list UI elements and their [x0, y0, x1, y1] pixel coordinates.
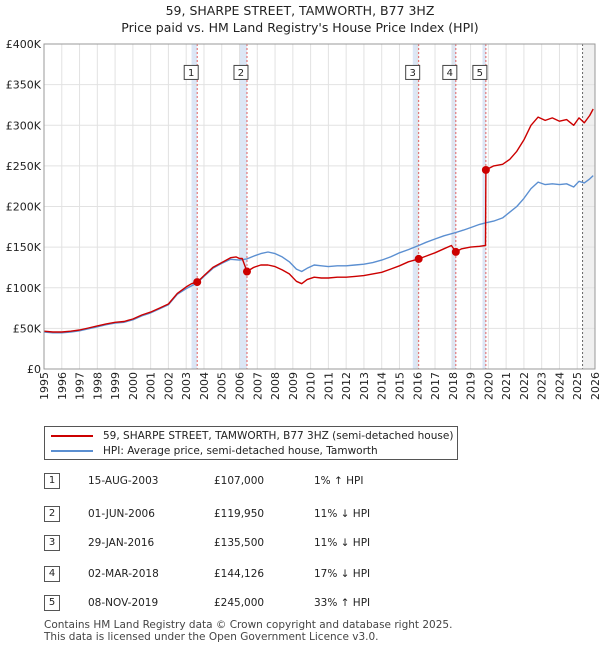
- table-row: 4 02-MAR-2018 £144,126 17% ↓ HPI: [44, 565, 444, 583]
- x-tick-label: 2019: [465, 372, 478, 400]
- y-tick-label: £300K: [6, 119, 42, 132]
- sale-marker-label: 4: [447, 68, 453, 79]
- y-tick-label: £250K: [6, 160, 42, 173]
- sale-point: [481, 165, 490, 174]
- y-tick-label: £350K: [6, 79, 42, 92]
- sale-number-badge: 2: [44, 506, 60, 522]
- y-tick-label: £150K: [6, 241, 42, 254]
- price-chart: £0 £50K £100K £150K £200K £250K £300K £350K £400…: [6, 38, 600, 400]
- x-tick-label: 1998: [91, 372, 104, 400]
- sale-date: 08-NOV-2019: [88, 597, 159, 609]
- sale-marker-label: 2: [238, 68, 244, 79]
- footer-line-2: This data is licensed under the Open Gov…: [44, 631, 379, 643]
- x-tick-label: 1995: [38, 372, 51, 400]
- chart-subtitle-text: Price paid vs. HM Land Registry's House …: [121, 20, 479, 35]
- x-tick-label: 2016: [411, 372, 424, 400]
- sale-number-badge: 4: [44, 566, 60, 582]
- attribution-footer: Contains HM Land Registry data © Crown c…: [44, 619, 452, 643]
- x-tick-label: 2018: [447, 372, 460, 400]
- sale-marker-box: [405, 64, 421, 80]
- x-tick-label: 2013: [358, 372, 371, 400]
- sale-marker-box: [233, 64, 249, 80]
- table-row: 1 15-AUG-2003 £107,000 1% ↑ HPI: [44, 472, 444, 490]
- x-tick-label: 2017: [429, 372, 442, 400]
- sale-date: 15-AUG-2003: [88, 475, 159, 487]
- x-tick-label: 2006: [234, 372, 247, 400]
- sale-number-badge: 3: [44, 535, 60, 551]
- y-tick-label: £100K: [6, 282, 42, 295]
- x-tick-label: 2007: [251, 372, 264, 400]
- sale-price: £135,500: [214, 537, 265, 549]
- x-tick-label: 2020: [482, 372, 495, 400]
- sale-hpi-change: 33% ↑ HPI: [314, 597, 371, 609]
- sale-date: 02-MAR-2018: [88, 568, 159, 580]
- sale-hpi-change: 1% ↑ HPI: [314, 475, 364, 487]
- table-row: 2 01-JUN-2006 £119,950 11% ↓ HPI: [44, 505, 444, 523]
- legend-label-hpi: HPI: Average price, semi-detached house,…: [103, 445, 378, 457]
- chart-legend: 59, SHARPE STREET, TAMWORTH, B77 3HZ (se…: [44, 426, 458, 460]
- x-tick-label: 2012: [340, 372, 353, 400]
- x-tick-label: 2021: [500, 372, 513, 400]
- x-tick-label: 2002: [162, 372, 175, 400]
- legend-label-property: 59, SHARPE STREET, TAMWORTH, B77 3HZ (se…: [103, 430, 454, 442]
- x-tick-label: 2015: [393, 372, 406, 400]
- legend-swatch-property: [51, 435, 93, 437]
- plot-frame: [43, 43, 596, 370]
- sale-number-badge: 5: [44, 595, 60, 611]
- x-tick-label: 1996: [56, 372, 69, 400]
- x-tick-label: 2010: [305, 372, 318, 400]
- sale-marker-box: [183, 64, 199, 80]
- sale-marker-label: 3: [409, 68, 415, 79]
- legend-item-property: 59, SHARPE STREET, TAMWORTH, B77 3HZ (se…: [51, 429, 453, 444]
- x-tick-label: 2022: [518, 372, 531, 400]
- sale-price: £144,126: [214, 568, 265, 580]
- x-tick-label: 2000: [127, 372, 140, 400]
- chart-title: 59, SHARPE STREET, TAMWORTH, B77 3HZ Pri…: [0, 2, 600, 36]
- sale-price: £245,000: [214, 597, 265, 609]
- sale-marker-box: [442, 64, 458, 80]
- x-tick-label: 2025: [571, 372, 584, 400]
- chart-title-text: 59, SHARPE STREET, TAMWORTH, B77 3HZ: [165, 3, 435, 18]
- sale-date: 29-JAN-2016: [88, 537, 155, 549]
- x-tick-label: 2024: [553, 372, 566, 400]
- legend-swatch-hpi: [51, 450, 93, 452]
- hpi-line: [43, 175, 594, 334]
- sale-point: [242, 267, 251, 276]
- table-row: 5 08-NOV-2019 £245,000 33% ↑ HPI: [44, 594, 444, 612]
- y-tick-label: £400K: [6, 38, 42, 51]
- sale-hpi-change: 11% ↓ HPI: [314, 508, 371, 520]
- x-tick-label: 2004: [198, 372, 211, 400]
- sale-marker-label: 1: [188, 68, 194, 79]
- x-tick-label: 2008: [269, 372, 282, 400]
- sale-point: [193, 278, 202, 287]
- x-tick-label: 2026: [589, 372, 600, 400]
- footer-line-1: Contains HM Land Registry data © Crown c…: [44, 619, 453, 631]
- x-tick-label: 2014: [376, 372, 389, 400]
- property-price-line: [43, 108, 594, 333]
- sale-number-badge: 1: [44, 473, 60, 489]
- x-tick-label: 2001: [145, 372, 158, 400]
- sale-point: [451, 247, 460, 256]
- sale-price: £107,000: [214, 475, 265, 487]
- sale-hpi-change: 11% ↓ HPI: [314, 537, 371, 549]
- sale-date: 01-JUN-2006: [88, 508, 155, 520]
- sale-point: [414, 254, 423, 263]
- sale-marker-box: [472, 64, 488, 80]
- x-tick-label: 1999: [109, 372, 122, 400]
- x-tick-label: 2003: [180, 372, 193, 400]
- y-tick-label: £200K: [6, 201, 42, 214]
- sale-hpi-change: 17% ↓ HPI: [314, 568, 371, 580]
- x-tick-label: 2009: [287, 372, 300, 400]
- x-tick-label: 2005: [216, 372, 229, 400]
- y-tick-label: £0: [27, 363, 41, 376]
- y-tick-label: £50K: [13, 322, 42, 335]
- sale-marker-label: 5: [477, 68, 483, 79]
- x-tick-label: 2023: [536, 372, 549, 400]
- table-row: 3 29-JAN-2016 £135,500 11% ↓ HPI: [44, 534, 444, 552]
- x-tick-label: 2011: [322, 372, 335, 400]
- x-tick-label: 1997: [74, 372, 87, 400]
- legend-item-hpi: HPI: Average price, semi-detached house,…: [51, 444, 378, 459]
- sale-price: £119,950: [214, 508, 265, 520]
